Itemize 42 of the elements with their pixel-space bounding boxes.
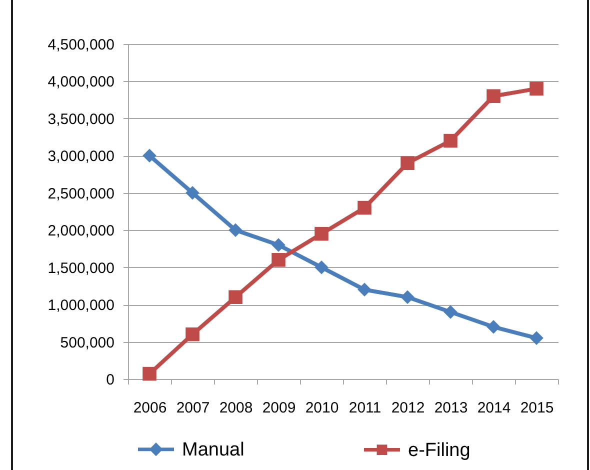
point: [272, 252, 286, 267]
point: [400, 156, 414, 170]
x-tick-label: 2014: [477, 400, 511, 416]
point: [358, 282, 372, 297]
x-tick-label: 2009: [262, 400, 296, 416]
y-tick-label: 2,000,000: [48, 222, 114, 240]
point: [186, 186, 200, 200]
y-tick-label: 500,000: [60, 334, 114, 352]
point: [486, 89, 500, 104]
point: [228, 223, 242, 238]
y-tick-label: 2,500,000: [48, 185, 114, 202]
point: [142, 366, 156, 381]
x-tick-label: 2010: [305, 400, 339, 416]
point: [444, 305, 458, 319]
y-tick-label: 1,500,000: [48, 260, 114, 277]
x-tick-label: 2015: [520, 400, 554, 416]
point: [314, 260, 328, 274]
x-tick-label: 2011: [348, 400, 382, 416]
point: [272, 238, 286, 252]
point: [530, 331, 544, 345]
y-tick-label: 1,000,000: [48, 297, 114, 314]
point: [186, 327, 200, 342]
x-tick-label: 2008: [219, 400, 253, 416]
point: [358, 200, 372, 215]
x-tick-label: 2012: [391, 400, 425, 416]
point: [486, 320, 500, 334]
point: [142, 148, 156, 163]
point: [400, 290, 414, 304]
point: [530, 82, 544, 96]
legend-label: e-Filing: [408, 440, 470, 461]
x-tick-label: 2007: [176, 400, 210, 416]
point: [444, 134, 458, 148]
x-tick-label: 2006: [133, 400, 167, 416]
point: [228, 290, 242, 304]
y-tick-label: 4,500,000: [48, 36, 114, 54]
y-tick-label: 3,000,000: [48, 148, 114, 166]
x-tick-label: 2013: [434, 400, 468, 416]
legend-label: Manual: [182, 439, 244, 460]
y-tick-label: 4,000,000: [48, 74, 114, 91]
point: [314, 226, 328, 241]
y-tick-label: 3,500,000: [48, 110, 114, 128]
y-tick-label: 0: [106, 372, 114, 388]
